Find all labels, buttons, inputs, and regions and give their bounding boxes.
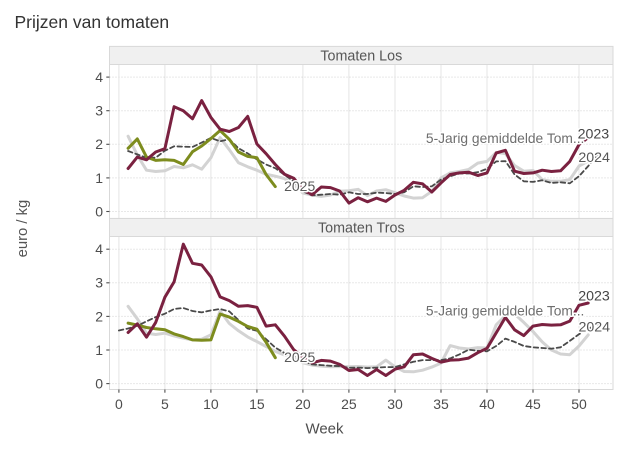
svg-text:3: 3 — [95, 103, 103, 119]
svg-text:40: 40 — [479, 396, 495, 412]
svg-text:Prijzen van tomaten: Prijzen van tomaten — [15, 12, 170, 32]
svg-text:45: 45 — [525, 396, 541, 412]
svg-text:2024: 2024 — [579, 320, 611, 336]
svg-text:3: 3 — [95, 275, 103, 291]
svg-text:5-Jarig gemiddelde Tom...: 5-Jarig gemiddelde Tom... — [426, 303, 585, 318]
svg-text:4: 4 — [95, 241, 103, 257]
svg-text:Tomaten Los: Tomaten Los — [320, 48, 402, 64]
svg-text:0: 0 — [115, 396, 123, 412]
svg-text:50: 50 — [571, 396, 587, 412]
svg-text:2025: 2025 — [284, 349, 315, 365]
svg-text:Week: Week — [305, 421, 344, 438]
svg-text:2023: 2023 — [578, 288, 610, 304]
svg-text:2025: 2025 — [284, 178, 315, 194]
svg-text:2023: 2023 — [578, 126, 610, 142]
svg-text:1: 1 — [95, 342, 103, 358]
svg-text:2: 2 — [95, 308, 103, 324]
svg-text:Tomaten Tros: Tomaten Tros — [318, 220, 405, 236]
svg-text:2024: 2024 — [578, 150, 610, 166]
svg-text:euro / kg: euro / kg — [15, 200, 31, 258]
svg-text:1: 1 — [95, 170, 103, 186]
svg-text:2: 2 — [95, 136, 103, 152]
svg-text:10: 10 — [203, 396, 219, 412]
svg-text:15: 15 — [249, 396, 265, 412]
svg-text:20: 20 — [295, 396, 311, 412]
svg-text:5-Jarig gemiddelde Tom...: 5-Jarig gemiddelde Tom... — [426, 131, 585, 146]
svg-text:25: 25 — [341, 396, 357, 412]
svg-text:0: 0 — [95, 203, 103, 219]
svg-text:4: 4 — [95, 69, 103, 85]
svg-text:0: 0 — [95, 376, 103, 392]
svg-text:35: 35 — [433, 396, 449, 412]
svg-text:5: 5 — [161, 396, 169, 412]
svg-text:30: 30 — [387, 396, 403, 412]
